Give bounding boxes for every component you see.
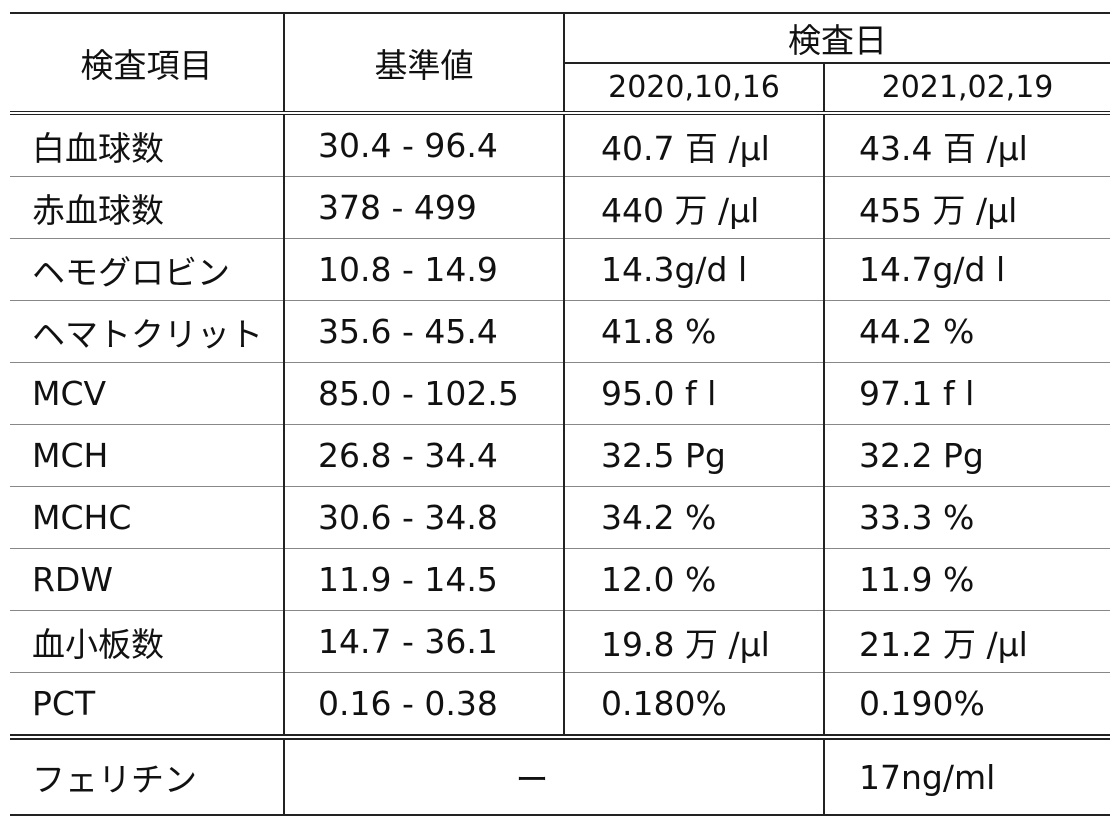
result-date-1: 440 万 /μl [564, 176, 825, 239]
reference-range: 0.16 - 0.38 [284, 672, 565, 740]
result-date-1: 12.0 % [564, 548, 825, 611]
result-date-2: 0.190% [824, 672, 1110, 740]
test-name: 赤血球数 [10, 176, 285, 239]
table-row: 赤血球数 378 - 499 440 万 /μl 455 万 /μl [10, 176, 1110, 239]
ferritin-no-data: ー [284, 737, 825, 816]
result-date-1: 95.0 f l [564, 362, 825, 425]
result-date-2: 21.2 万 /μl [824, 610, 1110, 673]
table-row: MCV 85.0 - 102.5 95.0 f l 97.1 f l [10, 362, 1110, 425]
table-header: 検査項目 基準値 検査日 2020,10,16 2021,02,19 [10, 12, 1110, 115]
test-name: 血小板数 [10, 610, 285, 673]
result-date-2: 17ng/ml [824, 737, 1110, 816]
reference-range: 35.6 - 45.4 [284, 300, 565, 363]
result-date-1: 0.180% [564, 672, 825, 740]
reference-range: 85.0 - 102.5 [284, 362, 565, 425]
reference-range: 11.9 - 14.5 [284, 548, 565, 611]
test-name: 白血球数 [10, 113, 285, 177]
test-name: ヘモグロビン [10, 238, 285, 301]
table-row: MCH 26.8 - 34.4 32.5 Pg 32.2 Pg [10, 424, 1110, 487]
test-name: RDW [10, 548, 285, 611]
result-date-1: 40.7 百 /μl [564, 113, 825, 177]
test-name: フェリチン [10, 737, 285, 816]
table-row: ヘモグロビン 10.8 - 14.9 14.3g/d l 14.7g/d l [10, 238, 1110, 301]
result-date-1: 41.8 % [564, 300, 825, 363]
table-row: ヘマトクリット 35.6 - 45.4 41.8 % 44.2 % [10, 300, 1110, 363]
reference-range: 14.7 - 36.1 [284, 610, 565, 673]
reference-range: 378 - 499 [284, 176, 565, 239]
result-date-2: 14.7g/d l [824, 238, 1110, 301]
reference-range: 30.6 - 34.8 [284, 486, 565, 549]
table-row: PCT 0.16 - 0.38 0.180% 0.190% [10, 672, 1110, 740]
result-date-1: 19.8 万 /μl [564, 610, 825, 673]
reference-range: 30.4 - 96.4 [284, 113, 565, 177]
header-test-date: 検査日 [564, 12, 1110, 64]
header-reference-range: 基準値 [284, 12, 565, 115]
header-date-2: 2021,02,19 [824, 63, 1110, 115]
table-row: 白血球数 30.4 - 96.4 40.7 百 /μl 43.4 百 /μl [10, 113, 1110, 177]
table-row: RDW 11.9 - 14.5 12.0 % 11.9 % [10, 548, 1110, 611]
result-date-2: 44.2 % [824, 300, 1110, 363]
result-date-2: 33.3 % [824, 486, 1110, 549]
table-row: 血小板数 14.7 - 36.1 19.8 万 /μl 21.2 万 /μl [10, 610, 1110, 673]
reference-range: 26.8 - 34.4 [284, 424, 565, 487]
test-name: MCV [10, 362, 285, 425]
result-date-2: 43.4 百 /μl [824, 113, 1110, 177]
ferritin-row: フェリチン ー 17ng/ml [10, 737, 1110, 816]
test-name: MCH [10, 424, 285, 487]
reference-range: 10.8 - 14.9 [284, 238, 565, 301]
result-date-1: 32.5 Pg [564, 424, 825, 487]
table-row: MCHC 30.6 - 34.8 34.2 % 33.3 % [10, 486, 1110, 549]
result-date-1: 14.3g/d l [564, 238, 825, 301]
result-date-2: 11.9 % [824, 548, 1110, 611]
header-test-item: 検査項目 [10, 12, 285, 115]
lab-results-table: 検査項目 基準値 検査日 2020,10,16 2021,02,19 白血球数 … [10, 12, 1110, 816]
header-date-1: 2020,10,16 [564, 63, 825, 115]
test-name: MCHC [10, 486, 285, 549]
test-name: PCT [10, 672, 285, 740]
test-name: ヘマトクリット [10, 300, 285, 363]
result-date-1: 34.2 % [564, 486, 825, 549]
result-date-2: 97.1 f l [824, 362, 1110, 425]
result-date-2: 455 万 /μl [824, 176, 1110, 239]
result-date-2: 32.2 Pg [824, 424, 1110, 487]
